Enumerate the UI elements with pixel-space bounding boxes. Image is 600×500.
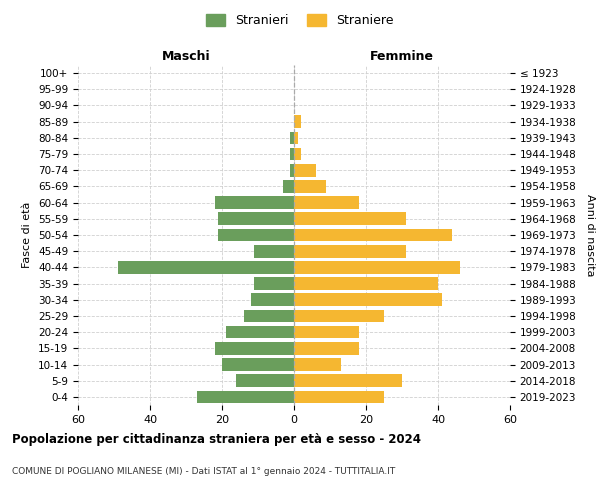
Bar <box>294 374 402 387</box>
Bar <box>294 164 316 176</box>
Bar <box>290 164 294 176</box>
Bar <box>215 196 294 209</box>
Y-axis label: Fasce di età: Fasce di età <box>22 202 32 268</box>
Bar <box>254 278 294 290</box>
Bar <box>218 212 294 225</box>
Bar <box>294 310 384 322</box>
Bar <box>294 261 460 274</box>
Bar <box>251 294 294 306</box>
Bar <box>294 294 442 306</box>
Y-axis label: Anni di nascita: Anni di nascita <box>585 194 595 276</box>
Bar <box>226 326 294 338</box>
Bar <box>294 180 326 192</box>
Bar <box>283 180 294 192</box>
Bar <box>218 228 294 241</box>
Bar <box>215 342 294 354</box>
Bar <box>294 228 452 241</box>
Bar <box>290 132 294 144</box>
Bar <box>197 390 294 403</box>
Bar <box>118 261 294 274</box>
Bar <box>244 310 294 322</box>
Bar <box>294 132 298 144</box>
Bar <box>294 148 301 160</box>
Bar <box>294 390 384 403</box>
Bar <box>294 358 341 371</box>
Bar <box>290 148 294 160</box>
Text: Popolazione per cittadinanza straniera per età e sesso - 2024: Popolazione per cittadinanza straniera p… <box>12 432 421 446</box>
Bar <box>236 374 294 387</box>
Bar <box>294 278 438 290</box>
Bar <box>294 116 301 128</box>
Bar <box>294 342 359 354</box>
Bar <box>222 358 294 371</box>
Text: Maschi: Maschi <box>161 50 211 62</box>
Text: Femmine: Femmine <box>370 50 434 62</box>
Legend: Stranieri, Straniere: Stranieri, Straniere <box>202 8 398 32</box>
Bar <box>294 326 359 338</box>
Bar <box>294 245 406 258</box>
Text: COMUNE DI POGLIANO MILANESE (MI) - Dati ISTAT al 1° gennaio 2024 - TUTTITALIA.IT: COMUNE DI POGLIANO MILANESE (MI) - Dati … <box>12 468 395 476</box>
Bar <box>254 245 294 258</box>
Bar <box>294 212 406 225</box>
Bar <box>294 196 359 209</box>
